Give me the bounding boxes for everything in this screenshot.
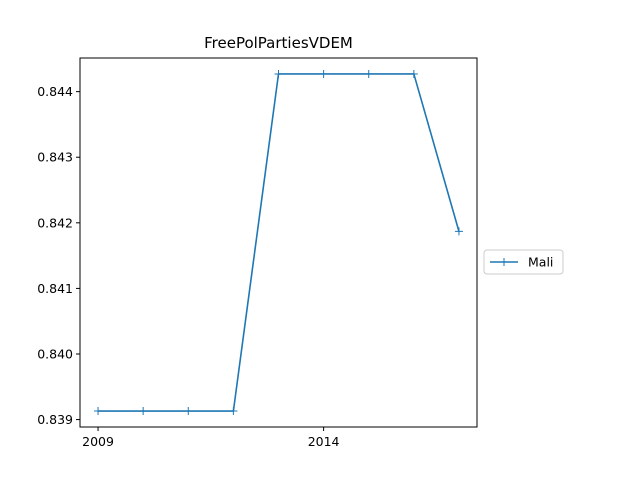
- data-point: [229, 407, 238, 416]
- y-tick-label: 0.839: [37, 412, 73, 427]
- chart-title: FreePolPartiesVDEM: [204, 34, 353, 52]
- y-tick-label: 0.842: [37, 215, 73, 230]
- data-point: [94, 407, 103, 416]
- data-point: [139, 407, 148, 416]
- data-point: [364, 69, 373, 78]
- y-tick-label: 0.843: [37, 150, 73, 165]
- data-point: [274, 69, 283, 78]
- y-axis: 0.839 0.840 0.841 0.842 0.843 0.844: [37, 84, 80, 427]
- y-tick-label: 0.844: [37, 84, 73, 99]
- series-line: [98, 73, 460, 412]
- legend-marker: [500, 258, 508, 266]
- y-tick-label: 0.841: [37, 281, 73, 296]
- x-tick-label: 2009: [82, 434, 114, 449]
- x-axis: 2009 2014: [82, 427, 340, 449]
- y-tick-label: 0.840: [37, 347, 73, 362]
- legend-box: [483, 249, 564, 275]
- plot-frame: [79, 57, 478, 428]
- plot-series: [94, 69, 463, 416]
- data-point: [319, 69, 328, 78]
- data-point: [454, 227, 463, 236]
- legend: Mali: [483, 249, 564, 275]
- data-point: [409, 69, 418, 78]
- legend-label: Mali: [528, 255, 553, 270]
- data-point: [184, 407, 193, 416]
- x-tick-label: 2014: [308, 434, 340, 449]
